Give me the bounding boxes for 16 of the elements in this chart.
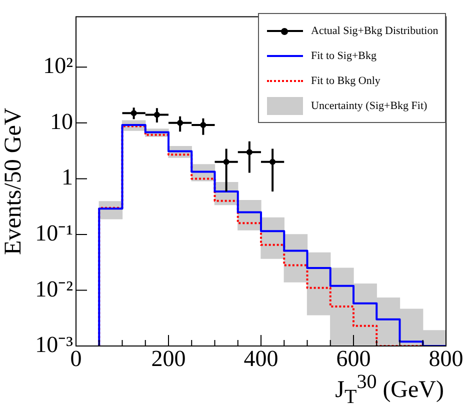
x-tick-label: 800 bbox=[428, 346, 464, 371]
y-axis-title: Events/50 GeV bbox=[0, 107, 27, 256]
y-tick-label: 10² bbox=[43, 53, 74, 78]
x-axis-title: J$_{T}$$^{30}$ (GeV) bbox=[335, 370, 444, 409]
y-tick-label: 10 bbox=[50, 108, 73, 134]
legend-label: Uncertainty (Sig+Bkg Fit) bbox=[311, 100, 428, 112]
legend-label: Actual Sig+Bkg Distribution bbox=[311, 24, 438, 36]
x-tick-label: 200 bbox=[151, 346, 186, 371]
x-tick-label: 0 bbox=[70, 346, 82, 371]
x-tick-label: 400 bbox=[244, 346, 278, 371]
y-tick-label: 10⁻¹ bbox=[35, 220, 74, 246]
legend-label: Fit to Bkg Only bbox=[311, 74, 380, 86]
y-tick-label: 10⁻² bbox=[35, 276, 74, 302]
legend-label: Fit to Sig+Bkg bbox=[311, 50, 377, 62]
x-tick-label: 600 bbox=[336, 346, 371, 371]
y-tick-label: 1 bbox=[62, 164, 73, 190]
